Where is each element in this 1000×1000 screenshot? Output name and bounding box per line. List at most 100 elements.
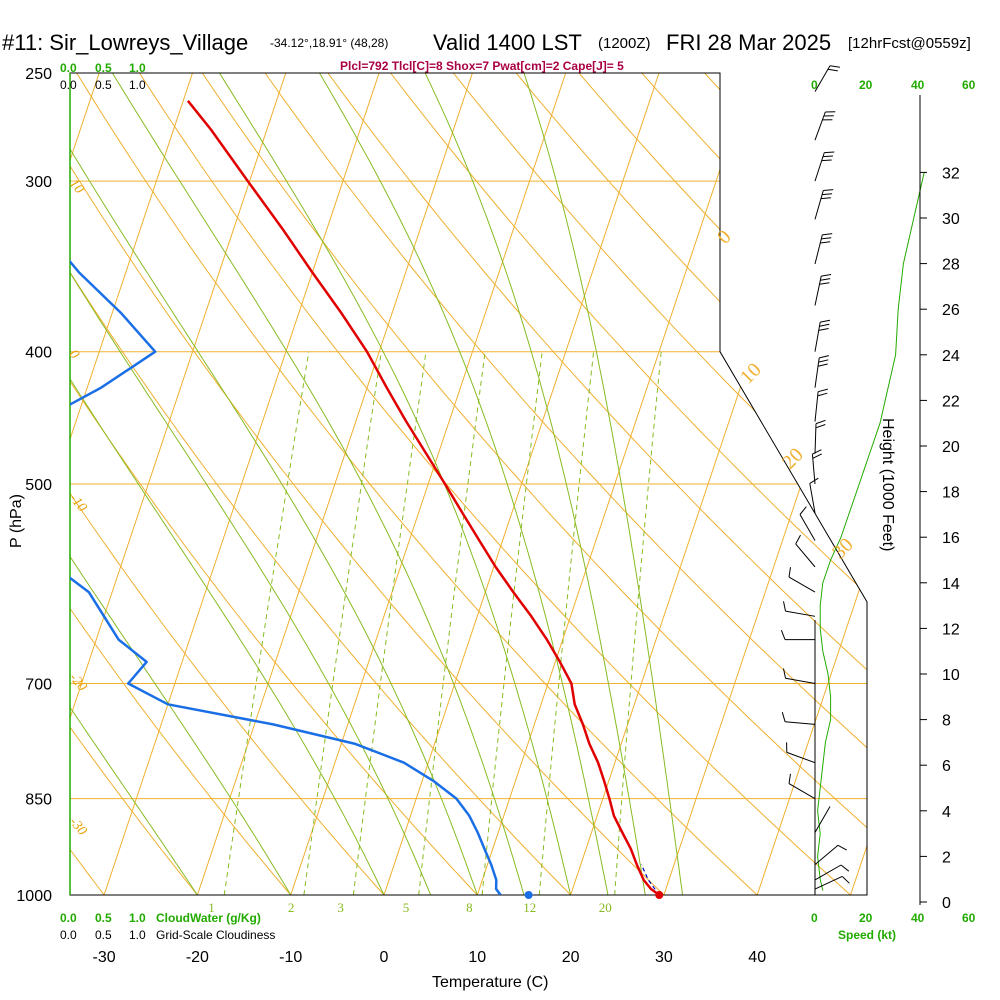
plot-frame	[69, 72, 868, 896]
wind-barb-flag	[819, 323, 830, 327]
moist-adiabat	[424, 73, 646, 895]
dry-adiabat	[70, 73, 571, 895]
wind-barb-flag	[783, 601, 786, 612]
isotherm-line	[290, 73, 567, 895]
pressure-tick-label: 250	[25, 66, 52, 83]
wind-barb	[814, 275, 822, 306]
wind-barb	[814, 111, 826, 141]
height-tick-label: 30	[942, 211, 960, 228]
wind-barb-flag	[820, 278, 831, 281]
speed-top-20: 20	[859, 78, 873, 92]
pressure-tick-label: 850	[25, 792, 52, 809]
temperature-tick-label: -10	[279, 949, 302, 966]
mixing-ratio-label: 8	[466, 900, 473, 915]
speed-top-60: 60	[962, 78, 976, 92]
wind-barb-flag	[829, 65, 840, 68]
wind-barb	[814, 190, 824, 220]
dewpoint-line	[70, 100, 502, 895]
mixing-ratio-line	[481, 351, 543, 895]
wind-barb-flag	[841, 876, 850, 884]
cloudiness-label: Grid-Scale Cloudiness	[156, 928, 275, 942]
speed-bot-20: 20	[859, 911, 873, 925]
mixing-ratio-label: 3	[337, 900, 344, 915]
wind-barb-flag	[822, 155, 834, 158]
forecast-label: [12hrFcst@0559z]	[848, 35, 971, 52]
dry-adiabat	[70, 73, 478, 895]
adiabat-label: 30	[828, 534, 858, 564]
isotherm-label: 0	[66, 347, 82, 362]
surface-temperature-dot	[655, 891, 664, 899]
moist-adiabat	[70, 73, 478, 895]
mixing-ratio-line	[303, 351, 382, 895]
temperature-tick-label: 40	[748, 949, 766, 966]
surface-dewpoint-dot	[524, 891, 533, 899]
wind-barb-flag	[819, 282, 830, 285]
cloud-bot-green-2: 1.0	[129, 911, 146, 925]
height-tick-label: 28	[942, 257, 960, 274]
wind-barb-flag	[799, 506, 807, 515]
parcel-line	[640, 864, 660, 895]
temperature-tick-label: -30	[93, 949, 116, 966]
dry-adiabat	[70, 73, 292, 895]
sounding-params: Plcl=792 Tlcl[C]=8 Shox=7 Pwat[cm]=2 Cap…	[340, 59, 624, 73]
wind-barb-flag	[795, 534, 801, 545]
wind-barb-flag	[819, 355, 830, 359]
moist-adiabat	[70, 73, 292, 895]
isotherm-line	[0, 73, 6, 895]
wind-barb-flag	[837, 844, 847, 851]
mixing-ratio-line	[223, 351, 310, 895]
cloud-top-green-1: 0.5	[95, 61, 112, 75]
wind-barb	[786, 751, 816, 764]
cloudwater-label: CloudWater (g/Kg)	[156, 911, 261, 925]
isotherm-line	[476, 73, 753, 895]
height-tick-label: 18	[942, 485, 960, 502]
wind-barb	[814, 152, 825, 182]
pressure-tick-label: 500	[25, 477, 52, 494]
height-tick-label: 8	[942, 713, 951, 730]
wind-barb	[795, 543, 816, 568]
dry-adiabat	[70, 73, 385, 895]
speed-top-40: 40	[911, 78, 925, 92]
wind-barb-flag	[820, 319, 831, 323]
valid-date: FRI 28 Mar 2025	[666, 30, 831, 55]
moist-adiabat	[319, 73, 609, 895]
mixing-ratio-line	[352, 351, 427, 895]
wind-panel	[780, 65, 925, 891]
wind-barb-flag	[781, 712, 786, 722]
wind-barb-flag	[780, 630, 786, 640]
temperature-tick-label: 10	[468, 949, 486, 966]
moist-adiabat	[523, 73, 684, 895]
wind-barb-flag	[818, 328, 829, 331]
wind-barb	[814, 844, 839, 865]
x-axis-label: Temperature (C)	[432, 974, 548, 991]
dry-adiabat	[76, 73, 758, 895]
cloud-top-black-1: 0.5	[95, 78, 112, 92]
wind-barb-flag	[818, 359, 829, 363]
y-axis-label: P (hPa)	[8, 494, 25, 548]
wind-barb	[814, 65, 831, 92]
wind-barb-flag	[788, 773, 791, 784]
cloud-top-black-2: 1.0	[129, 78, 146, 92]
wind-barb-flag	[817, 388, 828, 393]
wind-barb-flag	[820, 197, 831, 200]
wind-barb-flag	[822, 193, 833, 196]
isotherm-label: 10	[66, 177, 86, 197]
adiabat-label: 20	[778, 444, 808, 474]
wind-barb	[814, 357, 820, 388]
valid-zulu: (1200Z)	[598, 35, 651, 52]
wind-barb-flag	[840, 864, 850, 872]
wind-barb	[814, 234, 823, 265]
height-tick-label: 4	[942, 804, 951, 821]
wind-barb-flag	[821, 274, 832, 277]
dry-adiabat	[139, 73, 851, 895]
dry-adiabat	[264, 73, 867, 895]
dry-adiabat	[70, 73, 198, 895]
isotherm-line	[103, 73, 380, 895]
moist-adiabat	[219, 73, 572, 895]
speed-top-0: 0	[811, 78, 818, 92]
isotherm-line	[850, 73, 867, 895]
wind-barb	[814, 875, 843, 890]
wind-barb	[788, 576, 816, 593]
pressure-tick-label: 300	[25, 174, 52, 191]
isotherm-line	[196, 73, 473, 895]
